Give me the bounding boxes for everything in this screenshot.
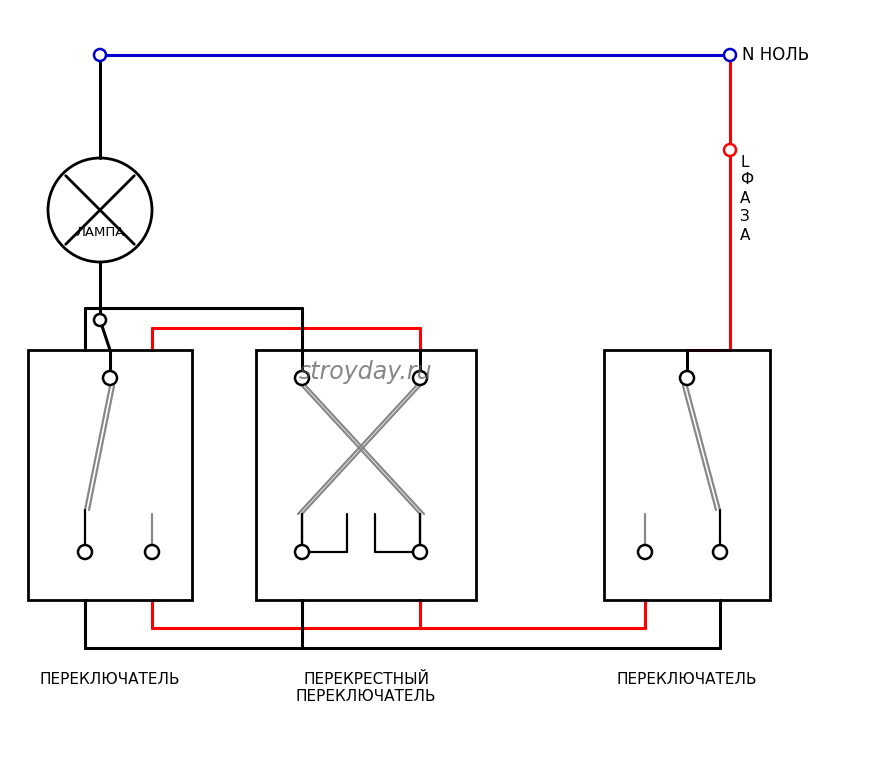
Text: ПЕРЕКРЕСТНЫЙ
ПЕРЕКЛЮЧАТЕЛЬ: ПЕРЕКРЕСТНЫЙ ПЕРЕКЛЮЧАТЕЛЬ [296, 672, 436, 704]
Text: stroyday.ru: stroyday.ru [299, 360, 433, 384]
Circle shape [638, 545, 652, 559]
Circle shape [94, 314, 106, 326]
Circle shape [680, 371, 694, 385]
Circle shape [94, 49, 106, 61]
Text: ПЕРЕКЛЮЧАТЕЛЬ: ПЕРЕКЛЮЧАТЕЛЬ [40, 672, 180, 687]
Circle shape [413, 371, 427, 385]
Circle shape [724, 49, 736, 61]
Circle shape [713, 545, 727, 559]
Bar [256, 350, 476, 600]
Circle shape [413, 545, 427, 559]
Text: ЛАМПА: ЛАМПА [76, 226, 125, 239]
Text: ПЕРЕКЛЮЧАТЕЛЬ: ПЕРЕКЛЮЧАТЕЛЬ [617, 672, 758, 687]
Bar [28, 350, 192, 600]
Text: N НОЛЬ: N НОЛЬ [742, 46, 809, 64]
Bar [604, 350, 770, 600]
Circle shape [724, 144, 736, 156]
Circle shape [145, 545, 159, 559]
Circle shape [295, 545, 309, 559]
Circle shape [103, 371, 117, 385]
Circle shape [295, 371, 309, 385]
Text: L: L [740, 155, 749, 170]
Circle shape [78, 545, 92, 559]
Text: Ф
А
З
А: Ф А З А [740, 172, 753, 243]
